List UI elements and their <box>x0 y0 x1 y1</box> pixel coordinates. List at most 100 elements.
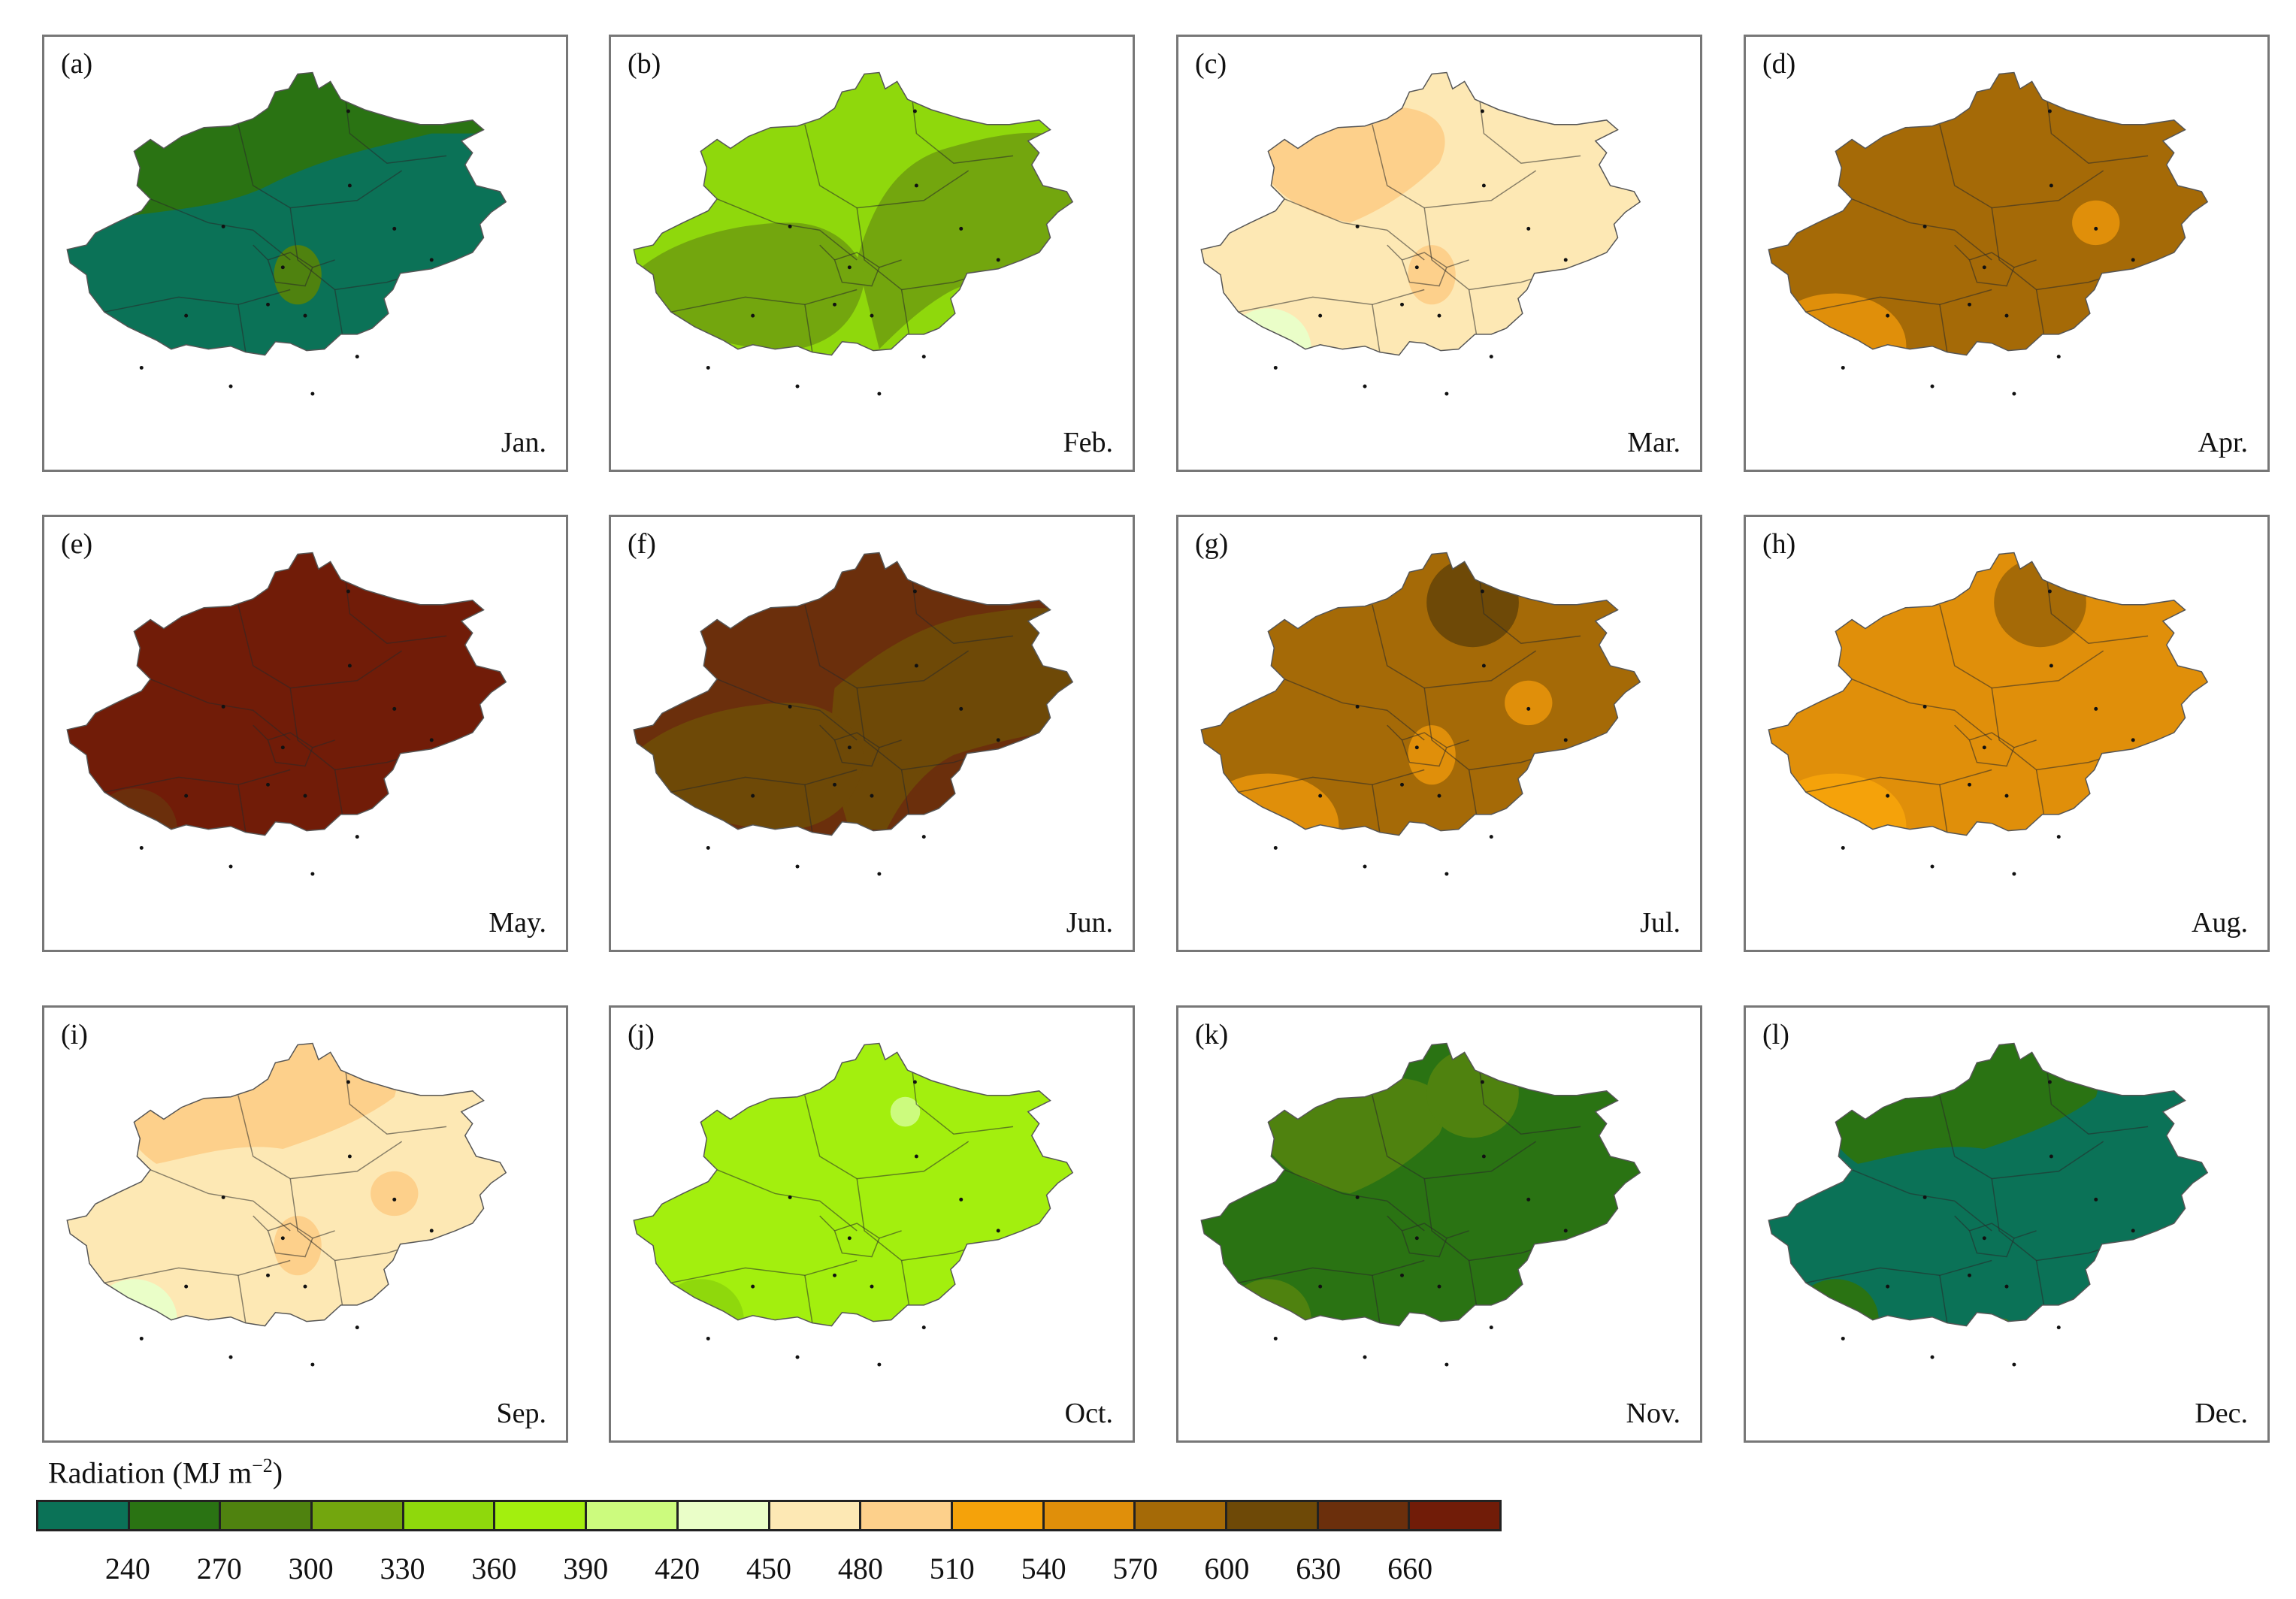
district-boundary <box>1851 1169 1992 1232</box>
station-dot <box>959 226 963 231</box>
station-dot <box>139 845 144 850</box>
radiation-zone <box>1224 308 1311 355</box>
panel-letter: (h) <box>1762 528 1796 560</box>
district-boundary <box>150 1169 291 1232</box>
station-dot <box>392 1197 397 1202</box>
district-boundary <box>900 289 910 334</box>
district-boundary <box>1968 732 2015 767</box>
station-dot <box>1841 1336 1845 1341</box>
station-dot <box>795 864 800 869</box>
district-boundary <box>1954 244 2037 268</box>
station-dot <box>310 391 315 396</box>
district-boundary <box>104 1259 291 1283</box>
radiation-zone <box>641 703 865 830</box>
station-dot <box>1480 109 1484 113</box>
district-boundary <box>1284 1169 1425 1232</box>
district-boundary <box>334 289 343 334</box>
colorbar-tick-label: 540 <box>1021 1552 1066 1585</box>
station-dot <box>346 1080 350 1084</box>
station-dot <box>303 793 307 798</box>
radiation-map <box>66 1042 507 1367</box>
station-dot <box>1930 384 1935 388</box>
district-boundary <box>2043 1043 2149 1135</box>
colorbar-tick-label: 390 <box>563 1552 609 1585</box>
district-boundary <box>2035 289 2045 334</box>
station-dot <box>914 663 918 668</box>
district-boundary <box>1372 1275 1381 1323</box>
colorbar-tick-label: 270 <box>196 1552 242 1585</box>
station-dot <box>1968 302 1971 307</box>
district-boundary <box>1954 1215 2037 1239</box>
radiation-zone <box>90 788 177 836</box>
station-dot <box>2056 1325 2061 1330</box>
radiation-zone <box>1224 1279 1311 1326</box>
radiation-map <box>1200 552 1641 876</box>
colorbar-legend: Radiation (MJ m−2) 240 270 300 330 360 390 420… <box>36 1453 1509 1588</box>
district-boundary <box>833 252 880 287</box>
station-dot <box>1489 355 1493 359</box>
map-panel-jun: (f) Jun. <box>609 515 1135 952</box>
panel-month-label: Jun. <box>1066 907 1113 939</box>
station-dot <box>877 1362 882 1367</box>
map-panel-may: (e) May. <box>42 515 568 952</box>
colorbar-swatch <box>1136 1502 1227 1529</box>
district-boundary <box>341 1043 447 1135</box>
district-boundary <box>267 252 313 287</box>
radiation-map <box>633 552 1074 876</box>
radiation-zone <box>90 1279 177 1326</box>
district-boundary <box>1372 604 1537 689</box>
station-dot <box>2012 872 2016 876</box>
colorbar-swatch <box>313 1502 404 1529</box>
station-dot <box>795 1355 800 1359</box>
district-boundary <box>1401 1223 1447 1258</box>
station-dot <box>184 313 189 318</box>
panel-month-label: Jul. <box>1640 907 1680 939</box>
radiation-zone <box>857 132 1073 349</box>
station-dot <box>280 265 285 270</box>
station-dot <box>2131 258 2135 262</box>
district-boundary <box>1468 289 1478 334</box>
colorbar-tick-label: 300 <box>288 1552 334 1585</box>
district-boundary <box>716 198 858 261</box>
district-boundary <box>670 769 858 793</box>
station-dot <box>921 835 926 839</box>
colorbar-tick-label: 660 <box>1387 1552 1433 1585</box>
station-dot <box>280 745 285 750</box>
station-dot <box>1982 265 1986 270</box>
station-dot <box>2131 1229 2135 1233</box>
region-border <box>1200 552 1641 836</box>
region-border <box>1768 1042 2209 1327</box>
station-dot <box>1922 1195 1927 1199</box>
map-panel-apr: (d) Apr. <box>1744 35 2270 472</box>
radiation-zone <box>1826 1043 2099 1164</box>
district-boundary <box>1468 769 1478 815</box>
station-dot <box>1437 313 1441 318</box>
district-boundary <box>1284 679 1425 741</box>
station-dot <box>870 313 874 318</box>
station-dot <box>392 706 397 711</box>
district-boundary <box>1851 679 1992 741</box>
station-dot <box>2049 183 2053 188</box>
station-dot <box>1563 1229 1568 1233</box>
district-boundary <box>1805 1259 1992 1283</box>
station-dot <box>1841 365 1845 370</box>
radiation-map <box>1768 71 2209 396</box>
station-dot <box>996 258 1000 262</box>
region-border <box>1768 71 2209 356</box>
colorbar-swatch <box>404 1502 496 1529</box>
district-boundary <box>1475 1043 1581 1135</box>
station-dot <box>228 384 233 388</box>
station-dot <box>1982 745 1986 750</box>
station-dot <box>1968 1273 1971 1277</box>
station-dot <box>310 872 315 876</box>
district-boundary <box>1387 1215 1469 1239</box>
district-boundary <box>670 1259 858 1283</box>
district-boundary <box>804 1275 813 1323</box>
station-dot <box>221 704 225 709</box>
station-dot <box>1363 864 1367 869</box>
station-dot <box>221 224 225 228</box>
region-fill <box>634 1043 1073 1326</box>
colorbar-swatch <box>678 1502 770 1529</box>
district-boundary <box>1238 289 1425 313</box>
district-boundary <box>237 1275 247 1323</box>
